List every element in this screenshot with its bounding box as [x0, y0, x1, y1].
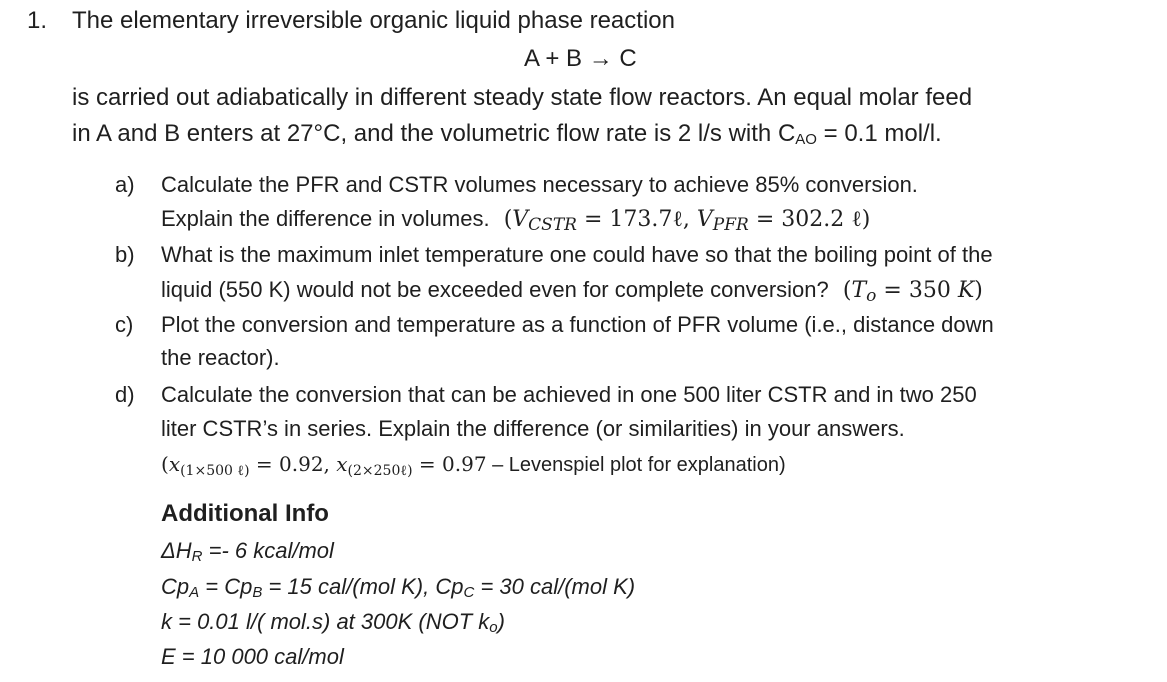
part-d-answer: (x(1×500 ℓ) = 0.92, x(2×250ℓ) = 0.97 – L…: [161, 452, 786, 480]
activation-energy-line: E = 10 000 cal/mol: [161, 644, 344, 669]
x2-value: = 0.97: [412, 452, 487, 476]
cp-b-subscript: B: [252, 584, 263, 601]
part-c-label: c): [115, 312, 134, 337]
x2-subscript: (2×250ℓ): [347, 463, 413, 479]
k-subscript: o: [489, 619, 498, 636]
paren-close: ): [974, 278, 983, 303]
part-a-line-2: Explain the difference in volumes. (VCST…: [161, 206, 870, 235]
part-b-answer: (To = 350 K): [842, 278, 983, 306]
part-d-line-2: liter CSTR’s in series. Explain the diff…: [161, 416, 905, 441]
enthalpy-line: ΔHR =- 6 kcal/mol: [161, 538, 334, 565]
x-symbol-1: x: [168, 452, 181, 476]
delta-h-value: =- 6 kcal/mol: [202, 538, 334, 563]
v-symbol-2: V: [696, 207, 713, 232]
problem-number: 1.: [27, 7, 48, 34]
delta-h-subscript: R: [191, 548, 203, 565]
part-b-line-2: liquid (550 K) would not be exceeded eve…: [161, 277, 983, 306]
t-subscript: o: [866, 286, 877, 306]
cp-b: = Cp: [199, 574, 253, 599]
desc-line2-text: in A and B enters at 27°C, and the volum…: [72, 120, 796, 147]
t-symbol: T: [851, 278, 867, 303]
cp-a-subscript: A: [189, 584, 200, 601]
pfr-value: = 302.2 ℓ): [748, 207, 871, 232]
heat-capacity-line: CpA = CpB = 15 cal/(mol K), CpC = 30 cal…: [161, 574, 635, 601]
part-c-line-2: the reactor).: [161, 345, 280, 370]
part-c-line-1: Plot the conversion and temperature as a…: [161, 312, 994, 337]
reaction-equation: A + B → C: [524, 45, 637, 72]
problem-description-line-1: is carried out adiabatically in differen…: [72, 84, 973, 111]
paren-open: (: [161, 452, 169, 476]
pfr-subscript: PFR: [712, 215, 749, 235]
problem-description-line-2: in A and B enters at 27°C, and the volum…: [72, 120, 942, 148]
x-symbol-2: x: [336, 452, 348, 476]
t-value: = 350: [876, 278, 958, 303]
k-unit: K: [957, 278, 975, 303]
rate-constant-line: k = 0.01 l/( mol.s) at 300K (NOT ko): [161, 609, 505, 636]
part-b-text: liquid (550 K) would not be exceeded eve…: [161, 277, 829, 302]
paren-open: (: [842, 278, 852, 303]
part-d-line-1: Calculate the conversion that can be ach…: [161, 382, 977, 407]
cp-c-subscript: C: [463, 584, 475, 601]
part-a-line-1: Calculate the PFR and CSTR volumes neces…: [161, 172, 918, 197]
x1-value: = 0.92,: [249, 452, 337, 476]
delta-h: ΔH: [161, 538, 192, 563]
cp-a: Cp: [161, 574, 190, 599]
cao-subscript: AO: [795, 131, 817, 148]
x1-subscript: (1×500 ℓ): [180, 463, 250, 479]
cp-ab-value: = 15 cal/(mol K), Cp: [262, 574, 464, 599]
part-a-label: a): [115, 172, 135, 197]
cstr-value: = 173.7ℓ,: [576, 207, 697, 232]
v-symbol: V: [512, 207, 529, 232]
rate-constant-text: k = 0.01 l/( mol.s) at 300K (NOT k: [161, 609, 490, 634]
part-b-label: b): [115, 242, 135, 267]
part-b-line-1: What is the maximum inlet temperature on…: [161, 242, 993, 267]
paren-open: (: [503, 207, 513, 232]
desc-line2-value: = 0.1 mol/l.: [816, 120, 942, 147]
levenspiel-note: – Levenspiel plot for explanation): [486, 454, 786, 476]
part-a-answer: (VCSTR = 173.7ℓ, VPFR = 302.2 ℓ): [503, 207, 871, 235]
additional-info-heading: Additional Info: [161, 500, 329, 527]
cp-c-value: = 30 cal/(mol K): [474, 574, 636, 599]
problem-title: The elementary irreversible organic liqu…: [72, 7, 675, 34]
cstr-subscript: CSTR: [528, 215, 577, 235]
k-close: ): [497, 609, 505, 634]
part-d-label: d): [115, 382, 135, 407]
part-a-text: Explain the difference in volumes.: [161, 206, 490, 231]
